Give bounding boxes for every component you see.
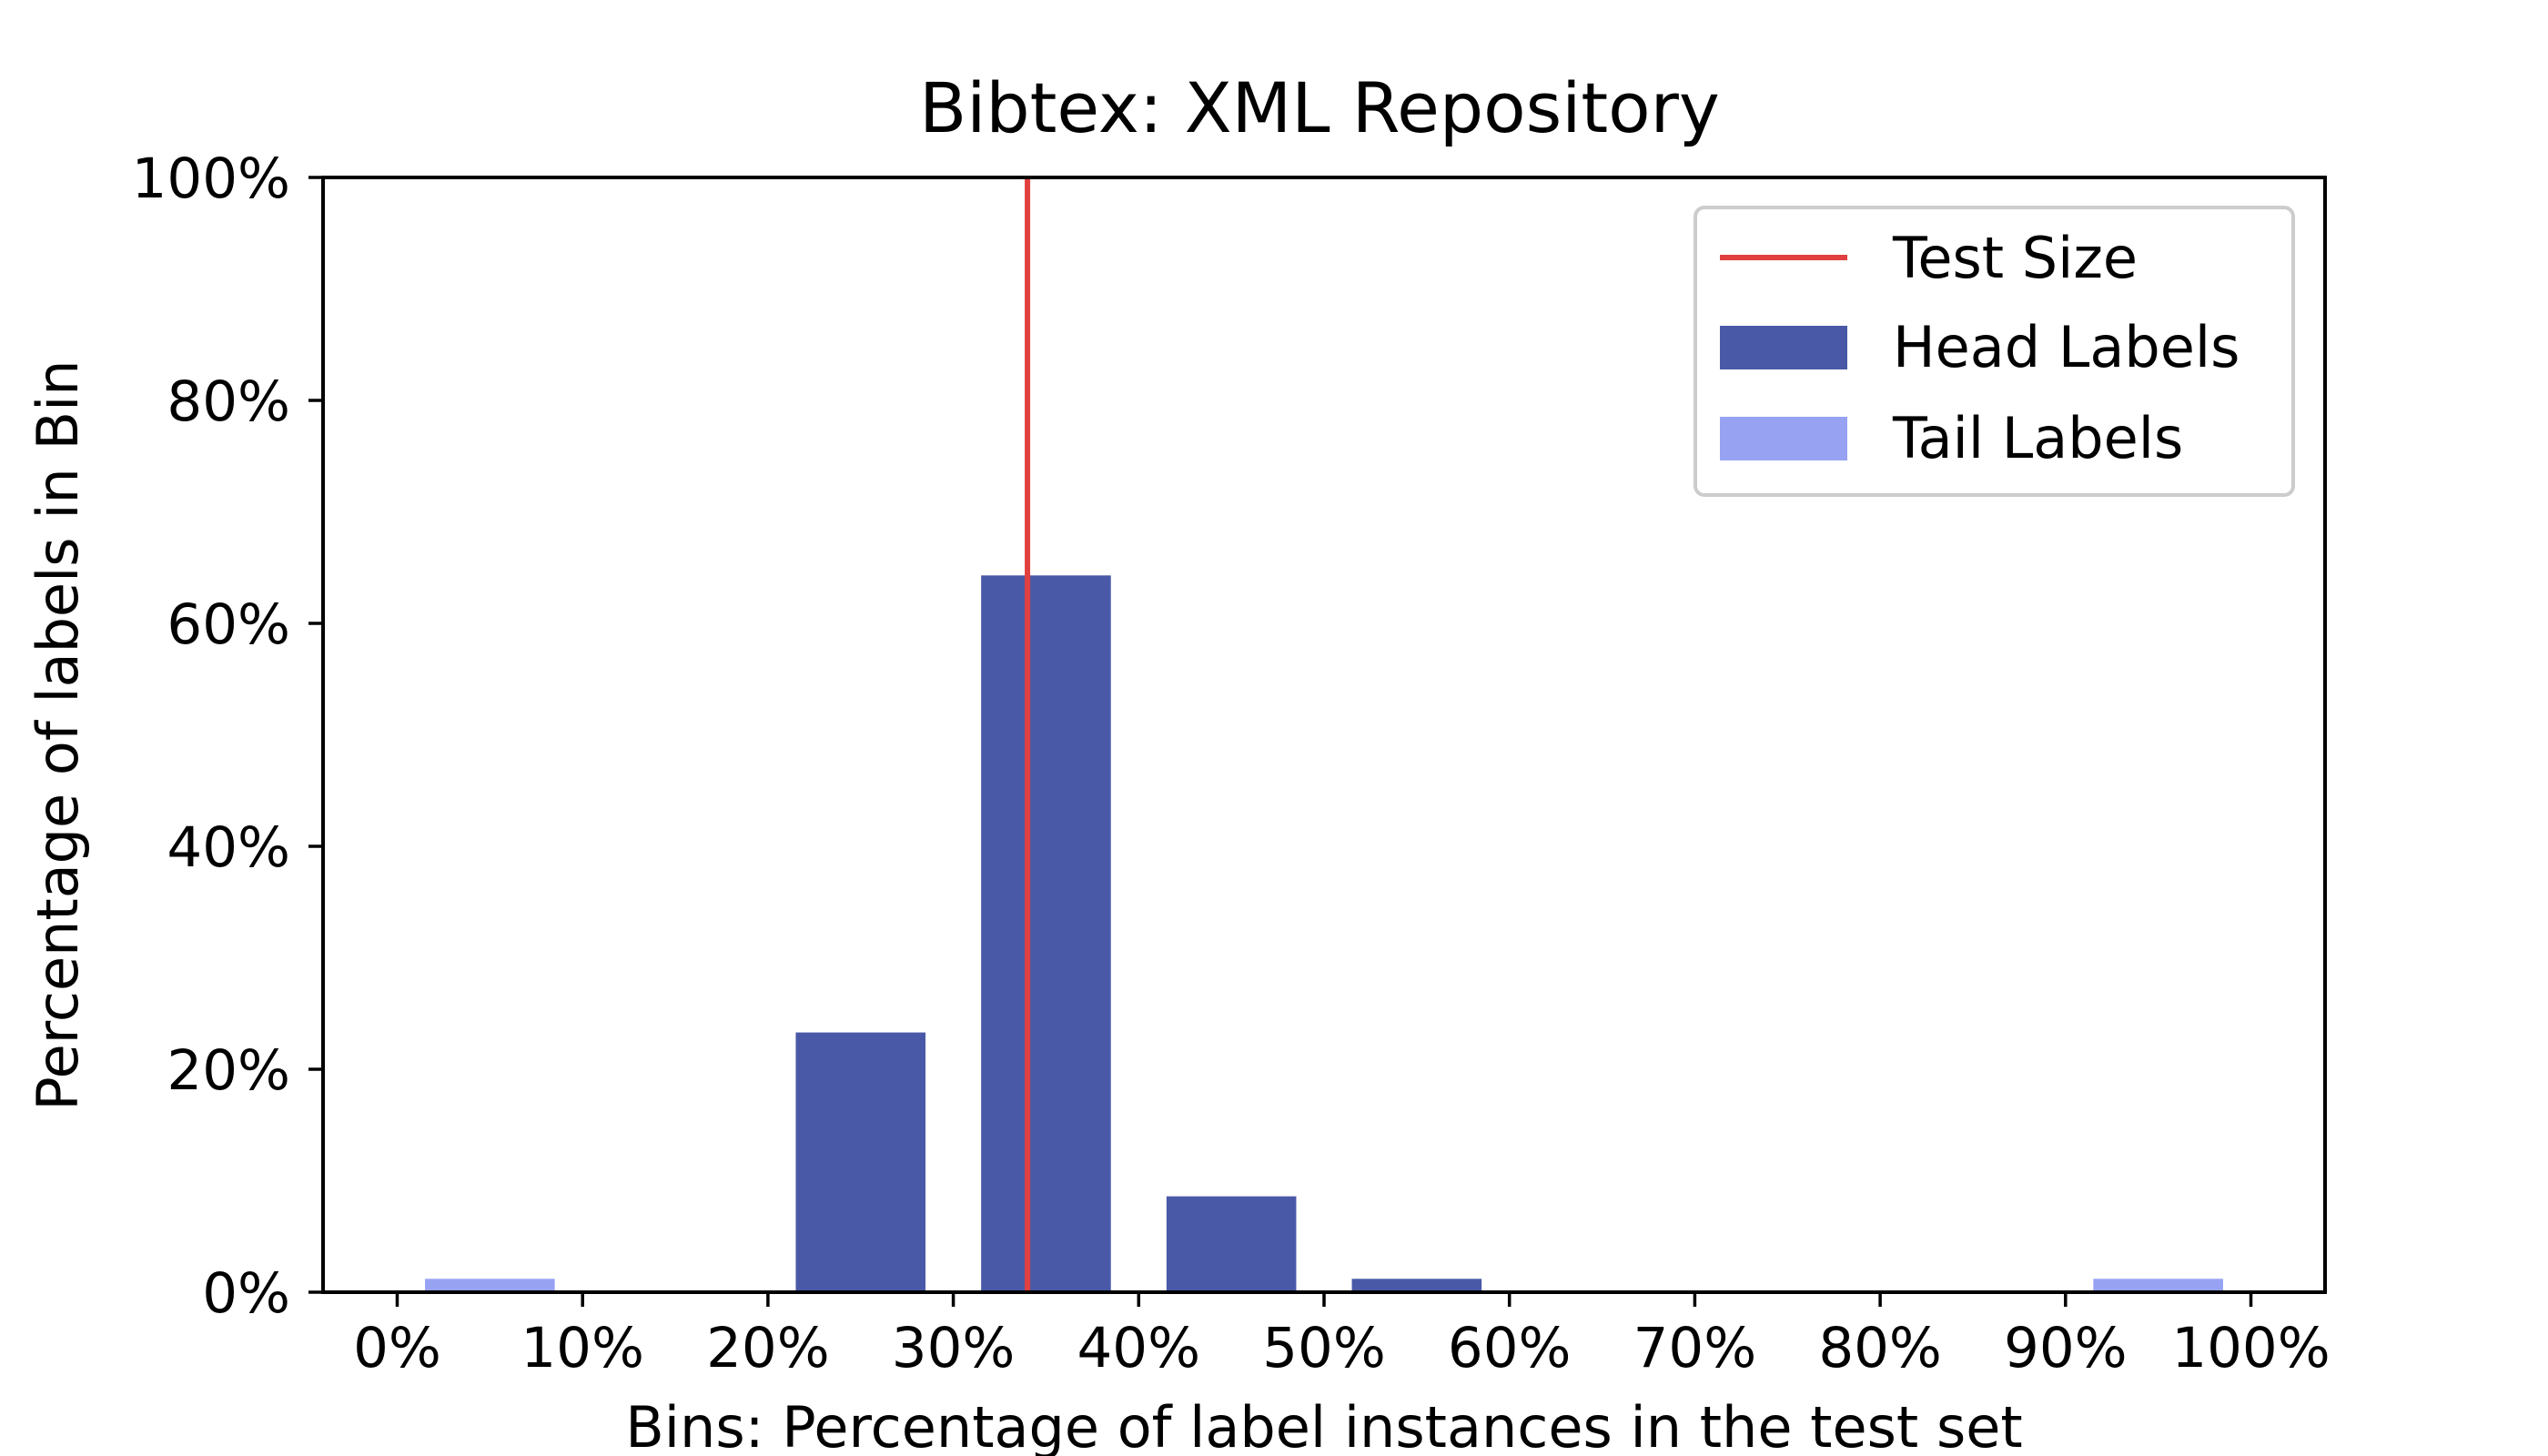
y-axis-ticks: 0% 20% 40% 60% 80% 100% xyxy=(132,147,323,1326)
chart-title: Bibtex: XML Repository xyxy=(919,67,1720,148)
bar-head-labels-2 xyxy=(1166,1196,1297,1292)
bar-head-labels-1 xyxy=(981,575,1111,1292)
legend-label-test-size: Test Size xyxy=(1892,225,2138,291)
x-tick-label: 50% xyxy=(1262,1316,1386,1380)
x-tick-label: 40% xyxy=(1077,1316,1200,1380)
y-tick-label: 20% xyxy=(167,1038,290,1103)
x-axis-ticks: 0% 10% 20% 30% 40% 50% 60% 70% 80% 90% 100% xyxy=(353,1292,2331,1380)
x-tick-label: 60% xyxy=(1448,1316,1572,1380)
bar-head-labels-0 xyxy=(795,1032,926,1292)
legend: Test Size Head Labels Tail Labels xyxy=(1694,206,2295,497)
x-tick-label: 70% xyxy=(1633,1316,1757,1380)
x-tick-label: 100% xyxy=(2171,1316,2330,1380)
x-tick-label: 30% xyxy=(892,1316,1016,1380)
x-tick-label: 10% xyxy=(521,1316,644,1380)
x-axis-label: Bins: Percentage of label instances in t… xyxy=(625,1394,2022,1456)
bar-tail-labels-1 xyxy=(2093,1279,2223,1292)
x-tick-label: 20% xyxy=(706,1316,830,1380)
y-tick-label: 80% xyxy=(167,369,290,434)
legend-swatch-head-labels xyxy=(1720,326,1847,369)
legend-label-head-labels: Head Labels xyxy=(1893,314,2240,380)
legend-label-tail-labels: Tail Labels xyxy=(1892,405,2183,471)
y-tick-label: 40% xyxy=(167,815,290,880)
bar-tail-labels-0 xyxy=(425,1279,555,1292)
legend-swatch-tail-labels xyxy=(1720,417,1847,460)
y-tick-label: 60% xyxy=(167,592,290,657)
x-tick-label: 90% xyxy=(2004,1316,2128,1380)
y-tick-label: 0% xyxy=(202,1261,290,1326)
y-axis-label: Percentage of labels in Bin xyxy=(25,359,91,1110)
y-tick-label: 100% xyxy=(132,147,290,211)
x-tick-label: 0% xyxy=(353,1316,441,1380)
bar-head-labels-3 xyxy=(1351,1279,1482,1292)
bars-group xyxy=(425,575,2223,1292)
x-tick-label: 80% xyxy=(1818,1316,1942,1380)
